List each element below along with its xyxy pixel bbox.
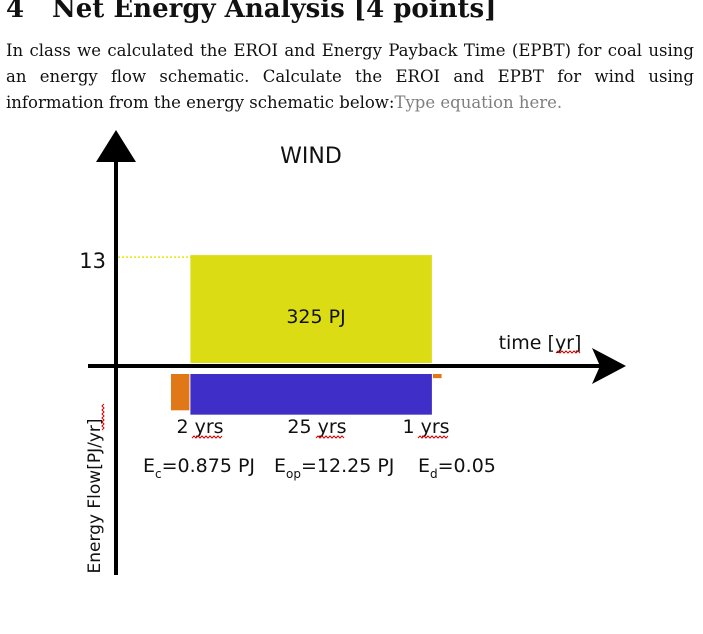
decommissioning-input-bar: [432, 374, 442, 379]
paragraph-line-2-word: for: [557, 67, 582, 86]
paragraph-line-1: In class we calculated the EROI and Energy Payba…: [6, 38, 694, 64]
schematic-title: WIND: [280, 144, 342, 169]
paragraph-line-1-word: the: [200, 41, 228, 60]
equation-placeholder[interactable]: Type equation here.: [394, 93, 563, 112]
section-title: Net Energy Analysis [4 points]: [52, 0, 497, 24]
paragraph-line-1-word: Energy: [321, 41, 382, 60]
paragraph-line-3-text: information from the energy schematic be…: [6, 93, 395, 112]
paragraph-line-1-word: and: [284, 41, 316, 60]
paragraph-line-2-word: the: [355, 67, 383, 86]
spellcheck-squiggle: [315, 435, 345, 439]
paragraph-line-2-word: EROI: [395, 67, 440, 86]
operation-output-bar: [190, 255, 432, 363]
question-paragraph: In class we calculated the EROI and Energy Payba…: [6, 38, 694, 116]
x-axis-arrowhead: [592, 348, 626, 384]
construction-energy-label: Ec=0.875 PJ: [143, 455, 255, 481]
spellcheck-squiggle: [191, 435, 223, 439]
paragraph-line-1-word: for: [577, 41, 602, 60]
operation-input-bar: [190, 374, 432, 415]
paragraph-line-2-word: an: [6, 67, 27, 86]
section-number: 4: [6, 0, 25, 24]
paragraph-line-1-word: calculated: [107, 41, 194, 60]
paragraph-line-1-word: Time: [463, 41, 506, 60]
spellcheck-squiggle: [417, 435, 449, 439]
paragraph-line-1-word: we: [77, 41, 102, 60]
duration-operation: 25 yrs: [287, 416, 346, 438]
paragraph-line-1-word: using: [648, 41, 694, 60]
paragraph-line-3: information from the energy schematic be…: [6, 90, 694, 116]
construction-input-bar: [171, 374, 190, 411]
y-axis-arrowhead: [96, 130, 136, 162]
y-axis-label: Energy Flow[PJ/yr]: [85, 418, 105, 573]
paragraph-line-1-word: class: [29, 41, 71, 60]
paragraph-line-2-word: using: [648, 67, 694, 86]
spellcheck-squiggle: [101, 403, 105, 431]
paragraph-line-1-word: Payback: [388, 41, 458, 60]
section-heading: 4 Net Energy Analysis [4 points]: [6, 0, 496, 24]
paragraph-line-2-word: schematic.: [159, 67, 250, 86]
operation-energy-label: Eop=12.25 PJ: [274, 455, 394, 481]
paragraph-line-2-word: wind: [594, 67, 636, 86]
paragraph-line-2-word: Calculate: [262, 67, 342, 86]
x-axis-label: time [yr]: [499, 332, 582, 354]
paragraph-line-2-word: and: [453, 67, 485, 86]
output-total-label: 325 PJ: [286, 306, 345, 328]
spellcheck-squiggle: [555, 350, 581, 354]
paragraph-line-2-word: EPBT: [497, 67, 544, 86]
paragraph-line-2-word: energy: [39, 67, 98, 86]
paragraph-line-2-word: flow: [111, 67, 147, 86]
duration-decommissioning: 1 yrs: [402, 416, 449, 438]
paragraph-line-2: an energy flow schematic. Calculate the EROI an…: [6, 64, 694, 90]
paragraph-line-1-word: EROI: [233, 41, 278, 60]
paragraph-line-1-word: (EPBT): [511, 41, 572, 60]
paragraph-line-1-word: In: [6, 41, 24, 60]
duration-construction: 2 yrs: [176, 416, 223, 438]
decommissioning-energy-label: Ed=0.05: [418, 455, 496, 481]
paragraph-line-1-word: coal: [607, 41, 643, 60]
y-tick-label: 13: [79, 249, 106, 273]
